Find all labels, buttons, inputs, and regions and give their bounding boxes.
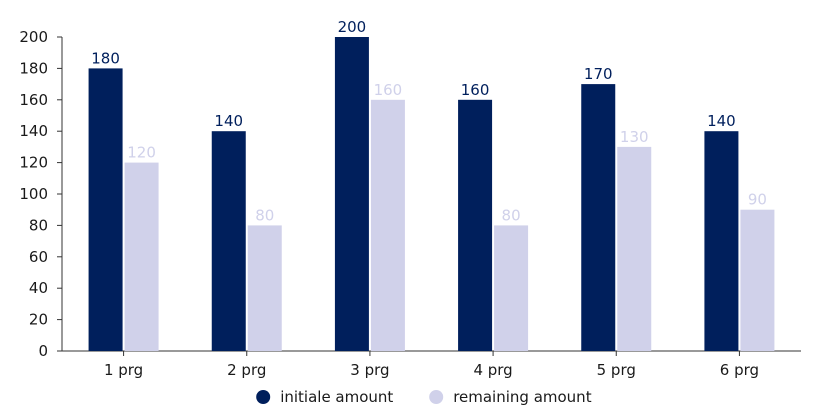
x-axis: 1 prg 2 prg 3 prg 4 prg 5 prg 6 prg — [62, 350, 801, 379]
legend-label: remaining amount — [453, 388, 592, 406]
data-label: 90 — [748, 191, 767, 209]
x-tick-label: 2 prg — [227, 361, 266, 379]
y-tick-label: 140 — [19, 122, 48, 140]
x-tick-label: 1 prg — [104, 361, 143, 379]
bar — [334, 37, 369, 351]
y-tick-label: 20 — [29, 311, 48, 329]
data-label: 120 — [127, 144, 156, 162]
y-tick-label: 180 — [19, 59, 48, 77]
legend-marker — [429, 390, 444, 404]
data-label: 160 — [374, 81, 403, 99]
bar — [704, 131, 739, 351]
bar — [247, 225, 282, 351]
x-tick-label: 3 prg — [350, 361, 389, 379]
bar — [458, 99, 493, 351]
y-axis: 0 20 40 60 80 100 120 140 160 180 200 — [19, 28, 63, 360]
y-tick-label: 0 — [38, 342, 48, 360]
bar — [88, 68, 123, 352]
bar — [370, 99, 405, 351]
bar — [740, 209, 775, 351]
y-tick-label: 80 — [29, 216, 48, 234]
data-label: 140 — [214, 112, 243, 130]
bar — [211, 131, 246, 351]
x-tick-label: 4 prg — [473, 361, 512, 379]
bar — [617, 146, 652, 351]
data-label: 140 — [707, 112, 736, 130]
data-label: 180 — [91, 49, 120, 67]
data-label: 160 — [461, 81, 490, 99]
data-label: 200 — [338, 18, 367, 36]
data-label: 80 — [502, 206, 521, 224]
data-label: 170 — [584, 65, 613, 83]
legend-label: initiale amount — [280, 388, 393, 406]
legend: initiale amount remaining amount — [256, 388, 592, 406]
bar — [494, 225, 529, 351]
legend-marker — [256, 390, 271, 404]
y-tick-label: 120 — [19, 154, 48, 172]
bar — [124, 162, 159, 351]
y-tick-label: 160 — [19, 91, 48, 109]
y-tick-label: 100 — [19, 185, 48, 203]
x-tick-label: 6 prg — [720, 361, 759, 379]
data-label: 80 — [255, 206, 274, 224]
y-tick-label: 200 — [19, 28, 48, 46]
bar — [581, 84, 616, 351]
bars — [88, 37, 775, 352]
x-tick-label: 5 prg — [597, 361, 636, 379]
data-label: 130 — [620, 128, 649, 146]
data-labels: 180 120 140 80 200 160 160 80 170 130 140 90 — [91, 18, 767, 224]
y-tick-label: 40 — [29, 279, 48, 297]
y-tick-label: 60 — [29, 248, 48, 266]
